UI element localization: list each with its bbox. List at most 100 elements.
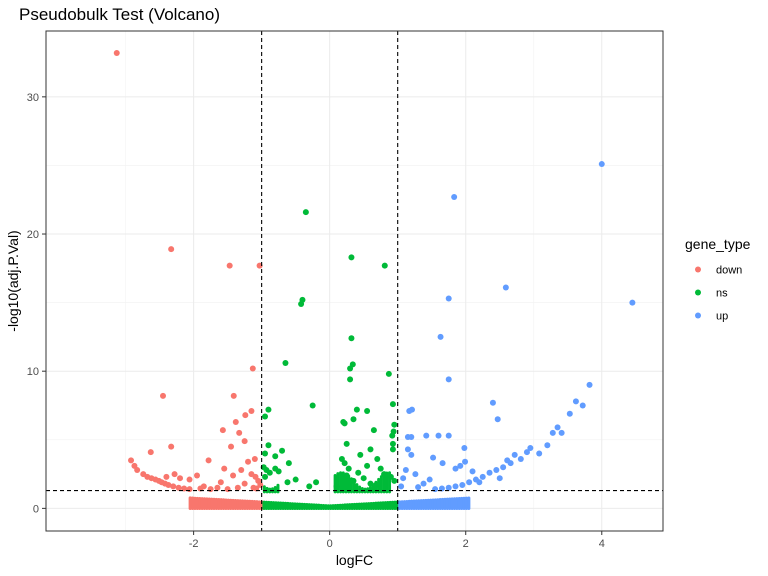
- point-up: [445, 376, 452, 383]
- point-ns: [350, 416, 357, 423]
- point-down: [128, 457, 135, 464]
- x-tick-label: 4: [599, 538, 605, 550]
- point-ns: [302, 209, 309, 216]
- point-down: [242, 412, 249, 419]
- point-ns: [272, 453, 279, 460]
- point-down: [177, 475, 184, 482]
- legend-key-down: [695, 266, 701, 273]
- point-ns: [313, 479, 320, 486]
- point-ns: [389, 432, 396, 439]
- y-axis-title: -log10(adj.P.Val): [5, 230, 21, 331]
- point-ns: [367, 480, 374, 487]
- legend-item-ns: ns: [695, 288, 728, 300]
- point-up: [445, 432, 452, 439]
- legend-item-down: down: [695, 265, 742, 277]
- point-ns: [275, 468, 282, 475]
- point-down: [238, 466, 245, 473]
- point-up: [406, 407, 413, 414]
- point-up: [404, 434, 411, 441]
- point-ns: [389, 401, 396, 408]
- chart-title: Pseudobulk Test (Volcano): [19, 5, 220, 24]
- point-up: [544, 442, 551, 449]
- point-down: [236, 429, 243, 436]
- point-up: [504, 457, 511, 464]
- point-ns: [265, 406, 272, 413]
- point-down: [224, 486, 231, 493]
- point-up: [415, 484, 422, 491]
- point-ns: [391, 421, 398, 428]
- point-up: [476, 479, 483, 486]
- point-up: [527, 445, 534, 452]
- point-ns: [347, 376, 354, 383]
- point-up: [494, 416, 501, 423]
- point-up: [536, 450, 543, 457]
- point-up: [439, 460, 446, 467]
- point-ns: [266, 469, 273, 476]
- point-up: [445, 295, 452, 302]
- point-up: [452, 483, 459, 490]
- point-down: [160, 392, 167, 399]
- point-down: [147, 449, 154, 456]
- point-ns: [367, 446, 374, 453]
- point-up: [437, 333, 444, 340]
- point-up: [398, 483, 405, 490]
- point-down: [163, 473, 170, 480]
- point-ns: [389, 446, 396, 453]
- point-up: [558, 429, 565, 436]
- point-ns: [262, 450, 269, 457]
- point-down: [230, 472, 237, 479]
- point-down: [234, 484, 241, 491]
- point-down: [113, 49, 120, 56]
- point-up: [445, 484, 452, 491]
- points-layer: [113, 49, 636, 493]
- point-up: [461, 445, 468, 452]
- point-up: [579, 402, 586, 409]
- point-up: [432, 486, 439, 493]
- point-ns: [309, 402, 316, 409]
- legend-label-ns: ns: [716, 288, 728, 300]
- point-ns: [298, 300, 305, 307]
- legend-item-up: up: [695, 311, 728, 323]
- point-up: [500, 464, 507, 471]
- point-up: [451, 193, 458, 200]
- point-ns: [262, 413, 269, 420]
- point-down: [217, 479, 224, 486]
- point-down: [230, 392, 237, 399]
- point-ns: [279, 447, 286, 454]
- point-ns: [353, 406, 360, 413]
- point-ns: [389, 440, 396, 447]
- point-up: [420, 480, 427, 487]
- point-down: [175, 484, 182, 491]
- threshold-lines: [46, 31, 663, 531]
- point-up: [400, 475, 407, 482]
- point-up: [496, 475, 503, 482]
- point-up: [452, 465, 459, 472]
- point-up: [426, 476, 433, 483]
- point-up: [511, 451, 518, 458]
- point-up: [412, 471, 419, 478]
- y-tick-label: 30: [27, 92, 39, 104]
- legend: gene_type down ns up: [685, 236, 751, 323]
- point-ns: [338, 455, 345, 462]
- point-down: [241, 480, 248, 487]
- point-ns: [370, 427, 377, 434]
- point-ns: [343, 472, 350, 479]
- y-tick-label: 10: [27, 366, 39, 378]
- point-up: [469, 468, 476, 475]
- point-up: [566, 410, 573, 417]
- point-down: [219, 427, 226, 434]
- point-down: [186, 486, 193, 493]
- point-down: [186, 476, 193, 483]
- point-up: [402, 466, 409, 473]
- point-down: [134, 466, 141, 473]
- legend-key-ns: [695, 289, 701, 296]
- point-ns: [348, 254, 355, 261]
- point-ns: [265, 442, 272, 449]
- point-ns: [285, 460, 292, 467]
- point-up: [586, 381, 593, 388]
- point-up: [457, 462, 464, 469]
- point-ns: [377, 465, 384, 472]
- point-down: [197, 485, 204, 492]
- point-ns: [385, 370, 392, 377]
- point-ns: [306, 483, 313, 490]
